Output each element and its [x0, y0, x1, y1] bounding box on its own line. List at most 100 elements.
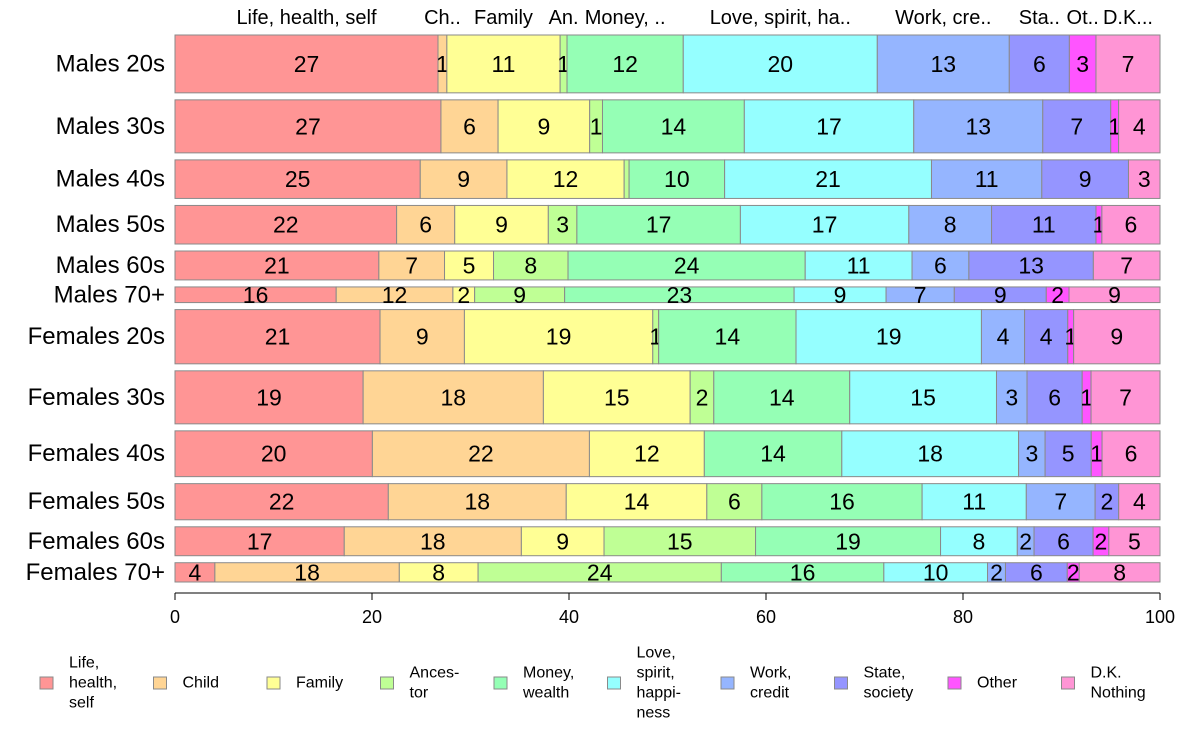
data-label: 6: [419, 212, 432, 238]
chart-row: Males 60s 21 7 5 8 24 11 6 13 7: [56, 250, 1161, 281]
row-label: Females 40s: [28, 440, 165, 467]
data-label: 14: [760, 441, 786, 467]
bar-segment: [1008, 34, 1070, 94]
bar-segment: [913, 99, 1044, 154]
data-label: 3: [1005, 384, 1018, 410]
legend-swatch: [947, 676, 962, 690]
bar-segment: [991, 204, 1097, 245]
bar-segment: [1108, 526, 1161, 557]
data-label: 27: [294, 51, 320, 77]
data-label: 4: [1133, 113, 1146, 139]
data-label: 17: [816, 113, 842, 139]
legend-label: D.K.: [1091, 665, 1122, 682]
data-label: 11: [847, 252, 871, 278]
data-label: 6: [1125, 212, 1138, 238]
data-label: 7: [914, 282, 927, 308]
bar-segment: [930, 159, 1043, 199]
data-label: 24: [674, 252, 700, 278]
legend-item: Ances-tor: [380, 665, 459, 702]
bar-segment: [565, 483, 708, 521]
data-label: 15: [604, 384, 630, 410]
bar-segment: [1042, 99, 1112, 154]
chart-row: Females 30s 19 18 15 2 14 15 3 6 1 7: [28, 370, 1161, 425]
data-label: 6: [728, 489, 741, 515]
data-label: 14: [769, 384, 795, 410]
legend-label: ness: [637, 705, 671, 722]
bar-segment: [743, 99, 915, 154]
bar-segment: [174, 34, 439, 94]
data-label: 21: [264, 252, 290, 278]
data-label: 14: [624, 489, 650, 515]
data-label: 4: [1133, 489, 1146, 515]
bar-segment: [995, 370, 1028, 425]
data-label: 1: [436, 51, 449, 77]
data-label: 9: [994, 282, 1007, 308]
bar-segment: [876, 34, 1010, 94]
bar-segment: [1101, 430, 1161, 478]
bar-segment: [1025, 483, 1096, 521]
data-label: 16: [790, 559, 816, 585]
bar-segment: [1078, 562, 1161, 583]
data-label: 6: [1030, 559, 1043, 585]
data-label: 4: [189, 559, 202, 585]
bar-segment: [396, 204, 456, 245]
data-label: 2: [990, 559, 1003, 585]
data-label: 9: [416, 324, 429, 350]
x-tick-label: 20: [362, 607, 382, 627]
legend-label: health,: [69, 675, 117, 692]
legend-item: Work, credit: [720, 665, 791, 702]
legend-label: happi-: [637, 685, 681, 702]
row-label: Females 50s: [28, 488, 165, 515]
data-label: 18: [294, 559, 320, 585]
x-tick-label: 80: [953, 607, 973, 627]
bar-segment: [1118, 99, 1161, 154]
bar-segment: [1068, 34, 1097, 94]
chart-row: Females 40s 20 22 12 14 18 3 5 1 6: [28, 430, 1161, 478]
data-label: 8: [524, 252, 537, 278]
row-label: Females 70+: [26, 559, 165, 586]
legend-label: Family: [296, 675, 343, 692]
row-label: Males 60s: [56, 252, 165, 279]
bar-segment: [547, 204, 578, 245]
x-axis: 0 20 40 60 80 100: [170, 592, 1175, 627]
bar-segment: [379, 309, 465, 365]
legend-swatch: [493, 676, 508, 690]
legend-label: Work,: [750, 665, 791, 682]
data-label: 5: [1128, 528, 1141, 554]
data-label: 13: [931, 51, 957, 77]
data-label: 19: [876, 324, 902, 350]
bar-segment: [804, 250, 913, 281]
column-header: Ch..: [424, 7, 461, 29]
data-label: 15: [667, 528, 693, 554]
chart-row: Males 70+ 16 12 2 9 23 9 7 9 2 9: [54, 281, 1161, 308]
legend-label: credit: [750, 685, 790, 702]
chart-row: Males 30s 27 6 9 1 14 17 13 7 1 4: [56, 99, 1161, 154]
legend-item: Family: [266, 675, 343, 692]
data-label: 13: [965, 113, 991, 139]
data-label: 25: [285, 166, 311, 192]
data-label: 11: [1032, 212, 1056, 238]
bar-segment: [761, 483, 923, 521]
chart-row: Females 70+ 4 18 8 24 16 10 2 6 2 8: [26, 559, 1161, 586]
legend-item: Money, wealth: [493, 665, 574, 702]
data-label: 12: [553, 166, 579, 192]
bar-segment: [520, 526, 605, 557]
bar-segment: [174, 370, 364, 425]
column-header: Ot..: [1067, 7, 1099, 29]
x-tick-label: 40: [559, 607, 579, 627]
row-label: Females 30s: [28, 384, 165, 411]
bar-segment: [755, 526, 942, 557]
data-label: 3: [1025, 441, 1038, 467]
bar-segment: [980, 309, 1026, 365]
column-header: Love, spirit, ha..: [710, 7, 851, 29]
x-tick-label: 60: [756, 607, 776, 627]
column-header: Family: [474, 7, 533, 29]
bar-segment: [493, 250, 569, 281]
chart-row: Males 50s 22 6 9 3 17 17 8 11 1 6: [56, 204, 1161, 245]
chart-row: Females 50s 22 18 14 6 16 11 7 2 4: [28, 483, 1161, 521]
data-label: 9: [1108, 282, 1121, 308]
bar-segment: [542, 370, 691, 425]
row-label: Males 50s: [56, 211, 165, 238]
data-label: 1: [1080, 384, 1093, 410]
